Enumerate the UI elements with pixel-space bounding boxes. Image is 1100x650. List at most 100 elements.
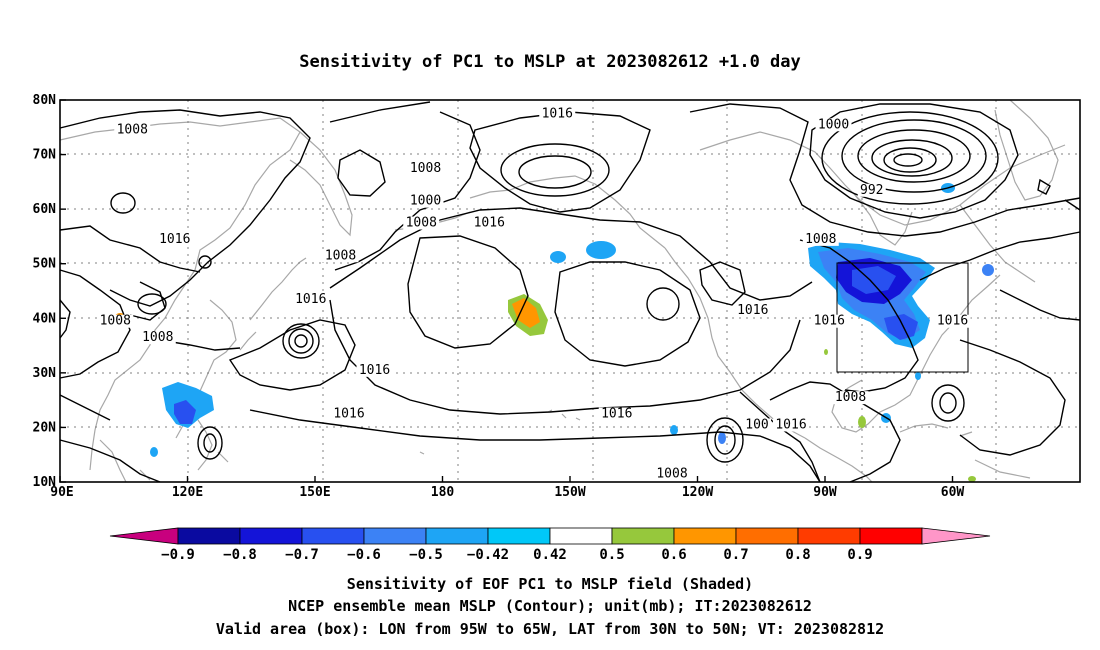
shade-philippine-sea-inner bbox=[174, 400, 196, 424]
coastline-greenland bbox=[994, 99, 1059, 201]
contour-label: 1016 bbox=[333, 407, 364, 422]
shade-newfoundland bbox=[982, 264, 994, 276]
contour-label-bg bbox=[811, 314, 848, 328]
contour-label: 1008 bbox=[835, 390, 866, 405]
shade-south-china-sea bbox=[150, 447, 158, 457]
contour-label: 1016 bbox=[601, 407, 632, 422]
contour-label: 1008 bbox=[805, 232, 836, 247]
mslp-contours bbox=[59, 101, 1081, 483]
lat-tick-label: 40N bbox=[33, 311, 57, 326]
shade-central-pacific-orange bbox=[512, 298, 540, 328]
lon-tick-label: 120W bbox=[682, 485, 713, 500]
shade-pacific-mexico bbox=[718, 432, 726, 444]
contour-label: 1000 bbox=[818, 117, 849, 132]
coastline-alaska bbox=[469, 175, 666, 249]
shade-pacific-east bbox=[670, 425, 678, 435]
colorbar-label: −0.6 bbox=[347, 547, 381, 563]
contour-label-bg bbox=[832, 391, 869, 405]
coastline-indochina bbox=[99, 439, 151, 483]
sensitivity-shading bbox=[111, 183, 994, 482]
colorbar-segment bbox=[425, 527, 489, 545]
contour-label-bg bbox=[139, 331, 176, 345]
coastline-gulf bbox=[831, 274, 1001, 433]
colorbar-label: −0.8 bbox=[223, 547, 257, 563]
colorbar-segment bbox=[735, 527, 799, 545]
colorbar-segment bbox=[301, 527, 365, 545]
contour-label: 1016 bbox=[159, 232, 190, 247]
contour-label-bg bbox=[815, 118, 852, 132]
contour-label-bg bbox=[743, 418, 771, 432]
contour-label-bg bbox=[114, 123, 151, 137]
caption-line-2: NCEP ensemble mean MSLP (Contour); unit(… bbox=[288, 597, 812, 615]
contour-label: 1016 bbox=[814, 314, 845, 329]
contour-label: 1016 bbox=[474, 216, 505, 231]
lat-tick-label: 70N bbox=[33, 148, 57, 163]
colorbar-segment bbox=[859, 527, 923, 545]
colorbar-over-triangle bbox=[921, 527, 991, 545]
shade-caribbean-green bbox=[968, 476, 976, 482]
contour-labels: 1008 1016 1008 1000 992 1000 1008 1016 1016 1008 1… bbox=[97, 106, 971, 482]
shade-pacific-north bbox=[550, 251, 566, 263]
colorbar-label: −0.7 bbox=[285, 547, 319, 563]
coastline-na-west bbox=[664, 247, 806, 439]
contour-label: 1016 bbox=[359, 363, 390, 378]
contour-label: 100 bbox=[745, 417, 768, 432]
shade-florida-blue bbox=[915, 372, 921, 380]
contour-label-bg bbox=[598, 407, 635, 421]
contour-label-bg bbox=[407, 161, 444, 175]
coastline-asia bbox=[59, 117, 301, 471]
contour-label-bg bbox=[97, 314, 134, 328]
colorbar-segment bbox=[487, 527, 551, 545]
contour-label-bg bbox=[934, 314, 971, 328]
coastline-caribbean bbox=[899, 423, 1031, 479]
contour-label-bg bbox=[403, 216, 440, 230]
contour-label: 1008 bbox=[410, 161, 441, 176]
contour-label-bg bbox=[331, 407, 367, 421]
colorbar-segment bbox=[177, 527, 241, 545]
longitude-axis: 90E 120E 150E 180 150W 120W 90W 60W bbox=[50, 476, 964, 500]
lat-tick-label: 20N bbox=[33, 420, 57, 435]
lon-tick-label: 150E bbox=[299, 485, 330, 500]
contour-label-bg bbox=[407, 194, 444, 208]
contour-label-bg bbox=[857, 183, 886, 197]
lat-tick-label: 10N bbox=[33, 475, 57, 490]
contour-label: 992 bbox=[860, 183, 883, 198]
colorbar-label: 0.5 bbox=[599, 547, 624, 563]
contour-label: 1008 bbox=[117, 123, 148, 138]
contour-label: 1008 bbox=[406, 216, 437, 231]
contour-label: 1016 bbox=[737, 303, 768, 318]
colorbar-segment bbox=[363, 527, 427, 545]
coastline-labrador bbox=[959, 204, 1036, 283]
contour-label: 1016 bbox=[937, 314, 968, 329]
colorbar-label: 0.42 bbox=[533, 547, 567, 563]
shade-gulf-green bbox=[858, 416, 866, 428]
colorbar-label: 0.9 bbox=[847, 547, 872, 563]
coastline-canada bbox=[699, 131, 1066, 226]
contour-label-bg bbox=[802, 232, 839, 246]
colorbar-label: 0.6 bbox=[661, 547, 686, 563]
caption-line-3: Valid area (box): LON from 95W to 65W, L… bbox=[216, 620, 884, 638]
contour-label-bg bbox=[356, 363, 393, 377]
contour-label-bg bbox=[539, 107, 576, 121]
contour-label-bg bbox=[471, 216, 508, 230]
lon-tick-label: 120E bbox=[172, 485, 203, 500]
colorbar-label: 0.8 bbox=[785, 547, 810, 563]
colorbar-segment bbox=[239, 527, 303, 545]
colorbar-under-triangle bbox=[109, 527, 179, 545]
colorbar-segment bbox=[611, 527, 675, 545]
colorbar-label: 0.7 bbox=[723, 547, 748, 563]
gridlines bbox=[60, 100, 1080, 482]
lat-tick-label: 50N bbox=[33, 257, 57, 272]
lon-tick-label: 150W bbox=[554, 485, 585, 500]
coastline-japan bbox=[239, 257, 307, 351]
lon-tick-label: 180 bbox=[431, 485, 455, 500]
contour-label: 1000 bbox=[410, 194, 441, 209]
contour-label: 1008 bbox=[100, 314, 131, 329]
shade-na-blue-south bbox=[884, 314, 918, 340]
contour-label: 1016 bbox=[775, 417, 806, 432]
colorbar-label: −0.5 bbox=[409, 547, 443, 563]
shade-gulf-of-alaska bbox=[586, 241, 616, 259]
coastline-hudson bbox=[854, 194, 913, 246]
lat-tick-label: 80N bbox=[33, 93, 57, 108]
coastline-central-america bbox=[804, 437, 873, 483]
